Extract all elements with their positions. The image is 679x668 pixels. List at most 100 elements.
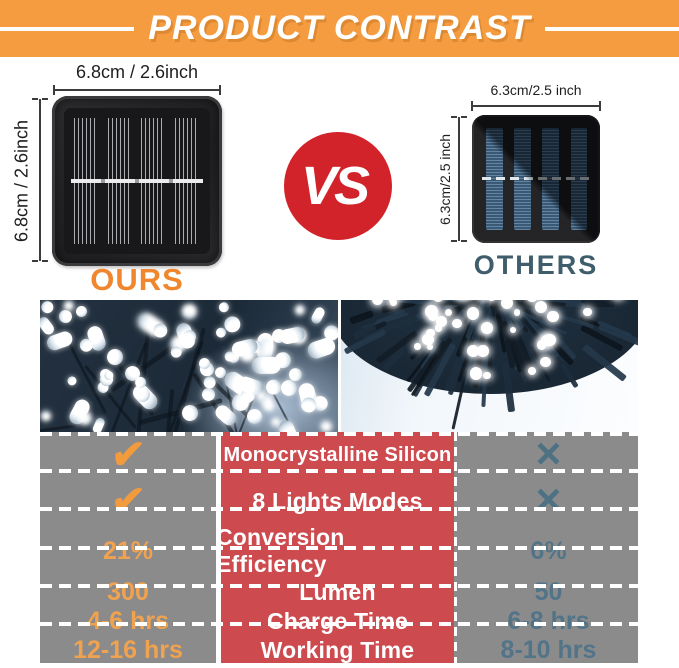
row-divider bbox=[40, 546, 638, 550]
table-row: 12-16 hrs Working Time 8-10 hrs bbox=[40, 636, 638, 665]
led-bulb bbox=[425, 305, 439, 319]
ours-solar-panel-image bbox=[52, 96, 222, 266]
led-bulb bbox=[444, 308, 452, 317]
ours-height-dimension-line bbox=[32, 98, 48, 262]
ours-value: 300 bbox=[107, 578, 149, 606]
others-lights-photo bbox=[340, 300, 638, 432]
page-title: PRODUCT CONTRAST bbox=[148, 9, 531, 47]
led-bulb bbox=[432, 300, 443, 303]
vs-badge: VS bbox=[284, 132, 392, 240]
vs-label: VS bbox=[300, 156, 370, 216]
others-height-dimension-label: 6.3cm/2.5 inch bbox=[437, 133, 453, 225]
dimension-tick bbox=[32, 260, 48, 262]
feature-label: Working Time bbox=[260, 637, 415, 663]
led-bulb bbox=[535, 301, 548, 314]
ours-lights-photo bbox=[40, 300, 338, 432]
feature-label: Conversion Efficiency bbox=[216, 524, 345, 577]
dimension-tick bbox=[451, 116, 467, 118]
led-bulb bbox=[104, 370, 114, 380]
led-bulb bbox=[436, 316, 447, 327]
others-value: 50 bbox=[534, 578, 563, 606]
panel-busbar bbox=[71, 179, 203, 183]
dimension-tick bbox=[219, 85, 221, 95]
dimension-tick bbox=[32, 98, 48, 100]
led-bulb bbox=[255, 391, 266, 401]
led-bulb bbox=[372, 300, 384, 305]
led-bulb bbox=[40, 408, 53, 423]
led-bulb bbox=[75, 306, 87, 317]
led-bulb bbox=[469, 366, 483, 380]
row-divider bbox=[40, 622, 638, 626]
dimension-tick bbox=[471, 101, 473, 111]
led-bulb bbox=[421, 333, 434, 346]
led-bulb bbox=[500, 300, 513, 310]
ours-panel-cells bbox=[64, 108, 210, 254]
row-divider bbox=[40, 584, 638, 588]
others-height-dimension-line bbox=[451, 116, 467, 242]
ours-value: 12-16 hrs bbox=[73, 636, 183, 664]
feature-label: 8 Lights Modes bbox=[252, 487, 423, 514]
led-bulb bbox=[509, 327, 517, 334]
row-divider bbox=[40, 469, 638, 473]
led-bulb bbox=[427, 343, 434, 350]
table-row: 4-6 hrs Charge Time 6-8 hrs bbox=[40, 607, 638, 636]
others-value: 8-10 hrs bbox=[500, 636, 597, 664]
wire bbox=[40, 424, 76, 432]
led-bulb bbox=[547, 310, 559, 322]
led-bulb bbox=[179, 300, 200, 322]
header-banner: PRODUCT CONTRAST bbox=[0, 0, 679, 57]
others-solar-panel-image bbox=[472, 115, 600, 243]
others-width-dimension-line bbox=[471, 101, 601, 111]
led-bulb bbox=[528, 367, 537, 375]
led-bulb bbox=[466, 307, 480, 320]
comparison-table: ✔ Monocrystalline Silicon ✕ ✔ 8 Lights M… bbox=[40, 432, 638, 665]
led-bulb bbox=[389, 300, 396, 303]
cross-icon: ✕ bbox=[534, 435, 564, 475]
led-bulb bbox=[476, 345, 489, 357]
panel-glare bbox=[472, 115, 600, 243]
led-bulb bbox=[40, 300, 56, 316]
led-bulb bbox=[292, 302, 308, 317]
led-bulb bbox=[434, 324, 442, 332]
ours-height-dimension-label: 6.8cm / 2.6inch bbox=[11, 119, 32, 243]
led-bulb bbox=[452, 318, 462, 329]
led-bulb bbox=[426, 328, 435, 338]
header-divider-left bbox=[0, 26, 135, 31]
feature-label: Lumen bbox=[299, 579, 376, 605]
led-bulb bbox=[90, 416, 106, 432]
dimension-tick bbox=[451, 240, 467, 242]
led-bulb bbox=[482, 325, 489, 333]
others-label: OTHERS bbox=[473, 250, 599, 280]
ours-value: 21% bbox=[102, 536, 154, 565]
header-divider-right bbox=[544, 26, 679, 31]
led-bulb bbox=[543, 333, 556, 347]
cross-icon: ✕ bbox=[534, 481, 564, 521]
table-row: ✔ 8 Lights Modes ✕ bbox=[40, 478, 638, 524]
dimension-tick bbox=[599, 101, 601, 111]
ours-label: OURS bbox=[90, 262, 184, 297]
led-bulb bbox=[65, 375, 77, 387]
led-bulb bbox=[217, 300, 231, 314]
ours-value: 4-6 hrs bbox=[87, 607, 169, 635]
table-row: ✔ Monocrystalline Silicon ✕ bbox=[40, 432, 638, 478]
others-width-dimension-label: 6.3cm/2.5 inch bbox=[490, 82, 582, 98]
led-bulb bbox=[540, 356, 551, 368]
ours-width-dimension-line bbox=[53, 85, 221, 95]
led-bulb bbox=[482, 371, 491, 380]
table-row: 300 Lumen 50 bbox=[40, 578, 638, 607]
led-bulb bbox=[103, 345, 127, 369]
led-bulb bbox=[583, 307, 592, 317]
lights-photos bbox=[40, 300, 638, 432]
led-bulb bbox=[487, 300, 497, 301]
led-bulb bbox=[413, 342, 421, 350]
others-value: 6% bbox=[530, 536, 567, 565]
row-divider bbox=[40, 432, 638, 436]
led-bulb bbox=[389, 300, 398, 307]
others-value: 6-8 hrs bbox=[507, 607, 590, 635]
table-rows: ✔ Monocrystalline Silicon ✕ ✔ 8 Lights M… bbox=[40, 432, 638, 665]
table-row: 21% Conversion Efficiency 6% bbox=[40, 524, 638, 578]
check-icon: ✔ bbox=[108, 479, 148, 523]
led-bulb bbox=[309, 305, 327, 326]
led-bulb bbox=[536, 340, 547, 350]
